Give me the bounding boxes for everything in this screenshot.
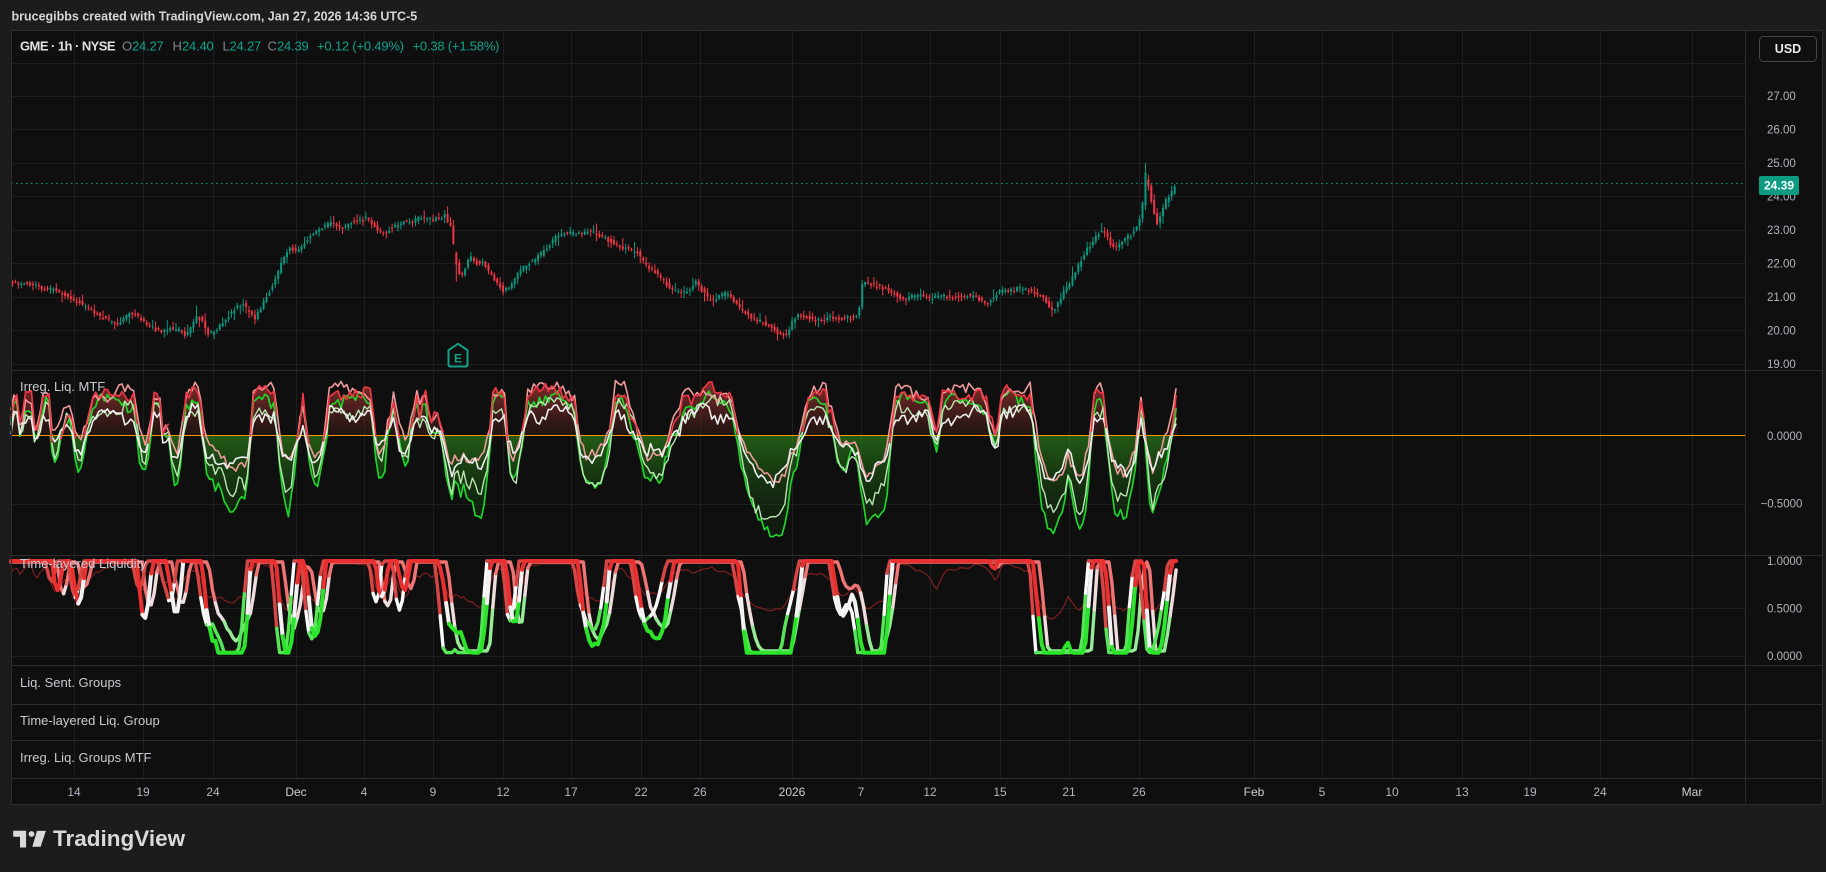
svg-text:24: 24 bbox=[1593, 785, 1607, 799]
svg-text:4: 4 bbox=[361, 785, 368, 799]
svg-text:25.00: 25.00 bbox=[1767, 158, 1796, 170]
svg-text:27.00: 27.00 bbox=[1767, 91, 1796, 103]
svg-text:E: E bbox=[454, 352, 462, 366]
svg-text:0.0000: 0.0000 bbox=[1767, 431, 1802, 443]
svg-text:12: 12 bbox=[496, 785, 510, 799]
svg-text:12: 12 bbox=[923, 785, 937, 799]
svg-text:20.00: 20.00 bbox=[1767, 325, 1796, 337]
svg-text:17: 17 bbox=[564, 785, 578, 799]
svg-text:+0.12 (+0.49%): +0.12 (+0.49%) bbox=[317, 39, 404, 54]
svg-text:Irreg. Liq. MTF: Irreg. Liq. MTF bbox=[20, 379, 105, 394]
svg-text:GME · 1h · NYSE: GME · 1h · NYSE bbox=[20, 39, 116, 54]
svg-text:Time-layered Liq. Group: Time-layered Liq. Group bbox=[20, 713, 160, 728]
svg-text:10: 10 bbox=[1385, 785, 1399, 799]
svg-text:Dec: Dec bbox=[285, 785, 306, 799]
svg-text:22.00: 22.00 bbox=[1767, 258, 1796, 270]
svg-text:26: 26 bbox=[1132, 785, 1146, 799]
svg-text:2026: 2026 bbox=[779, 785, 806, 799]
svg-text:Time-layered Liquidity: Time-layered Liquidity bbox=[20, 556, 147, 571]
svg-text:21.00: 21.00 bbox=[1767, 292, 1796, 304]
svg-text:22: 22 bbox=[634, 785, 648, 799]
svg-text:0.0000: 0.0000 bbox=[1767, 651, 1802, 663]
svg-text:+0.38 (+1.58%): +0.38 (+1.58%) bbox=[413, 39, 500, 54]
svg-text:−0.5000: −0.5000 bbox=[1761, 499, 1803, 511]
svg-text:Feb: Feb bbox=[1244, 785, 1265, 799]
svg-text:26: 26 bbox=[693, 785, 707, 799]
svg-text:24.27: 24.27 bbox=[230, 39, 262, 54]
svg-text:1.0000: 1.0000 bbox=[1767, 556, 1802, 568]
svg-text:0.5000: 0.5000 bbox=[1767, 604, 1802, 616]
svg-text:24.39: 24.39 bbox=[1764, 179, 1794, 193]
svg-text:26.00: 26.00 bbox=[1767, 125, 1796, 137]
svg-text:Irreg. Liq. Groups MTF: Irreg. Liq. Groups MTF bbox=[20, 750, 152, 765]
svg-text:24: 24 bbox=[206, 785, 220, 799]
svg-text:L: L bbox=[223, 39, 230, 54]
svg-text:19: 19 bbox=[1523, 785, 1537, 799]
svg-text:15: 15 bbox=[993, 785, 1007, 799]
svg-text:24.40: 24.40 bbox=[182, 39, 214, 54]
svg-text:13: 13 bbox=[1455, 785, 1469, 799]
svg-text:24.39: 24.39 bbox=[277, 39, 309, 54]
svg-text:7: 7 bbox=[858, 785, 865, 799]
svg-text:5: 5 bbox=[1319, 785, 1326, 799]
svg-text:Liq. Sent. Groups: Liq. Sent. Groups bbox=[20, 675, 122, 690]
svg-text:H: H bbox=[173, 39, 182, 54]
svg-text:9: 9 bbox=[430, 785, 437, 799]
svg-text:C: C bbox=[268, 39, 277, 54]
svg-text:Mar: Mar bbox=[1682, 785, 1703, 799]
svg-text:O: O bbox=[122, 39, 132, 54]
svg-text:21: 21 bbox=[1062, 785, 1076, 799]
svg-text:14: 14 bbox=[67, 785, 81, 799]
svg-text:USD: USD bbox=[1775, 42, 1801, 56]
svg-text:19: 19 bbox=[136, 785, 150, 799]
svg-text:24.27: 24.27 bbox=[132, 39, 164, 54]
svg-text:TradingView: TradingView bbox=[53, 826, 186, 851]
svg-text:brucegibbs created with Tradin: brucegibbs created with TradingView.com,… bbox=[12, 10, 418, 24]
svg-text:19.00: 19.00 bbox=[1767, 359, 1796, 371]
svg-text:23.00: 23.00 bbox=[1767, 225, 1796, 237]
